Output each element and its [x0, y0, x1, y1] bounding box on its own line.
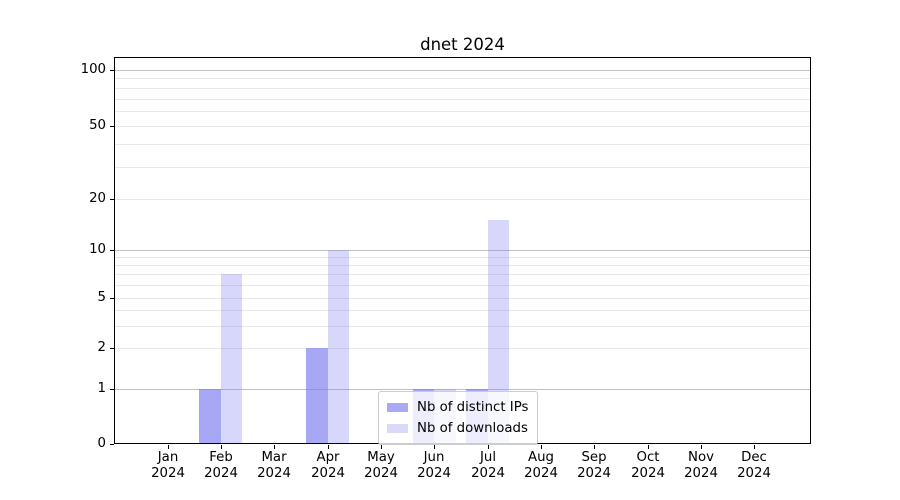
x-tick-label: Oct 2024	[631, 450, 665, 481]
x-tick-mark	[648, 445, 649, 449]
y-tick-label: 50	[89, 118, 106, 133]
gridline-minor	[115, 326, 810, 327]
x-tick-mark	[434, 445, 435, 449]
gridline-major	[115, 250, 810, 251]
legend-swatch-distinct-ips-icon	[387, 403, 408, 412]
y-tick-mark	[110, 298, 114, 299]
y-tick-label: 0	[97, 436, 106, 451]
x-tick-mark	[701, 445, 702, 449]
bar-distinct-ips-feb	[199, 389, 221, 444]
x-tick-mark	[488, 445, 489, 449]
x-tick-label: Apr 2024	[311, 450, 345, 481]
y-tick-label: 1	[97, 381, 106, 396]
y-tick-mark	[110, 199, 114, 200]
y-tick-mark	[110, 250, 114, 251]
bar-downloads-feb	[220, 274, 243, 444]
x-tick-mark	[381, 445, 382, 449]
y-tick-mark	[110, 389, 114, 390]
y-tick-label: 100	[80, 62, 106, 77]
y-tick-label: 20	[89, 191, 106, 206]
x-tick-label: Feb 2024	[204, 450, 238, 481]
gridline-minor	[115, 199, 810, 200]
x-tick-mark	[754, 445, 755, 449]
x-tick-label: Mar 2024	[257, 450, 291, 481]
x-tick-mark	[274, 445, 275, 449]
x-tick-label: Jan 2024	[151, 450, 185, 481]
y-tick-mark	[110, 126, 114, 127]
x-tick-label: May 2024	[364, 450, 398, 481]
gridline-minor	[115, 78, 810, 79]
x-tick-label: Jun 2024	[417, 450, 451, 481]
x-tick-mark	[541, 445, 542, 449]
gridline-minor	[115, 265, 810, 266]
y-tick-mark	[110, 444, 114, 445]
x-tick-label: Jul 2024	[471, 450, 505, 481]
gridline-minor	[115, 126, 810, 127]
gridline-minor	[115, 298, 810, 299]
x-tick-label: Sep 2024	[577, 450, 611, 481]
gridline-major	[115, 70, 810, 71]
bar-downloads-jul	[487, 219, 510, 444]
gridline-minor	[115, 111, 810, 112]
legend-swatch-downloads-icon	[387, 424, 408, 433]
bar-downloads-apr	[327, 249, 350, 444]
x-tick-mark	[328, 445, 329, 449]
gridline-minor	[115, 348, 810, 349]
x-tick-mark	[168, 445, 169, 449]
bar-distinct-ips-apr	[306, 348, 328, 444]
x-tick-label: Nov 2024	[684, 450, 718, 481]
legend-row-distinct-ips: Nb of distinct IPs	[387, 397, 528, 418]
legend-row-downloads: Nb of downloads	[387, 418, 528, 439]
gridline-minor	[115, 99, 810, 100]
legend: Nb of distinct IPs Nb of downloads	[378, 391, 539, 445]
gridline-minor	[115, 144, 810, 145]
legend-label-downloads: Nb of downloads	[417, 421, 528, 436]
gridline-minor	[115, 310, 810, 311]
gridline-minor	[115, 274, 810, 275]
y-tick-mark	[110, 348, 114, 349]
gridline-minor	[115, 285, 810, 286]
x-tick-mark	[221, 445, 222, 449]
gridline-major	[115, 389, 810, 390]
x-tick-mark	[594, 445, 595, 449]
gridline-minor	[115, 167, 810, 168]
y-tick-label: 10	[89, 242, 106, 257]
y-tick-mark	[110, 70, 114, 71]
gridline-minor	[115, 257, 810, 258]
y-tick-label: 5	[97, 290, 106, 305]
x-tick-label: Aug 2024	[524, 450, 558, 481]
chart-title: dnet 2024	[420, 35, 505, 54]
y-tick-label: 2	[97, 340, 106, 355]
gridline-minor	[115, 88, 810, 89]
legend-label-distinct-ips: Nb of distinct IPs	[417, 400, 529, 415]
x-tick-label: Dec 2024	[737, 450, 771, 481]
